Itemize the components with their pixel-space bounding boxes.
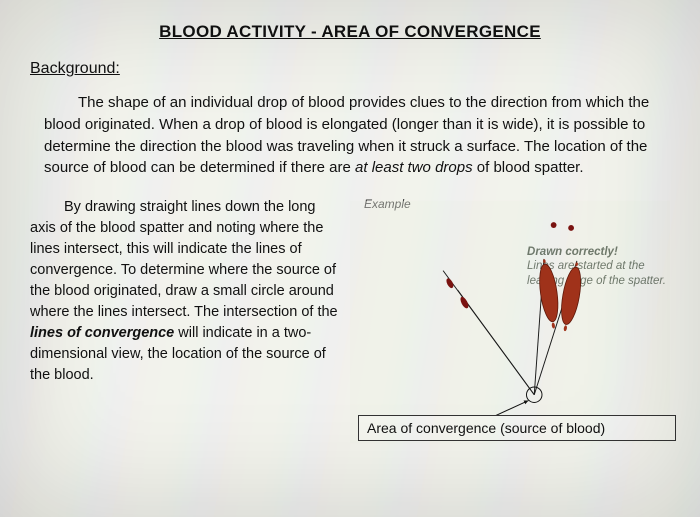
- document-page: BLOOD ACTIVITY - AREA OF CONVERGENCE Bac…: [0, 0, 700, 517]
- page-title: BLOOD ACTIVITY - AREA OF CONVERGENCE: [30, 22, 670, 42]
- example-figure: Example Drawn correctly! Lines are start…: [350, 197, 670, 447]
- background-heading: Background:: [30, 60, 670, 78]
- paragraph-2-boldital: lines of convergence: [30, 325, 174, 341]
- paragraph-1-ital: at least two drops: [355, 159, 473, 176]
- two-column-row: By drawing straight lines down the long …: [30, 197, 670, 447]
- paragraph-2: By drawing straight lines down the long …: [30, 197, 340, 386]
- figure-caption: Area of convergence (source of blood): [358, 415, 676, 441]
- paragraph-1-b: of blood spatter.: [473, 159, 584, 176]
- paragraph-2-a: By drawing straight lines down the long …: [30, 199, 338, 320]
- paragraph-1: The shape of an individual drop of blood…: [44, 92, 666, 179]
- convergence-diagram: [350, 197, 670, 447]
